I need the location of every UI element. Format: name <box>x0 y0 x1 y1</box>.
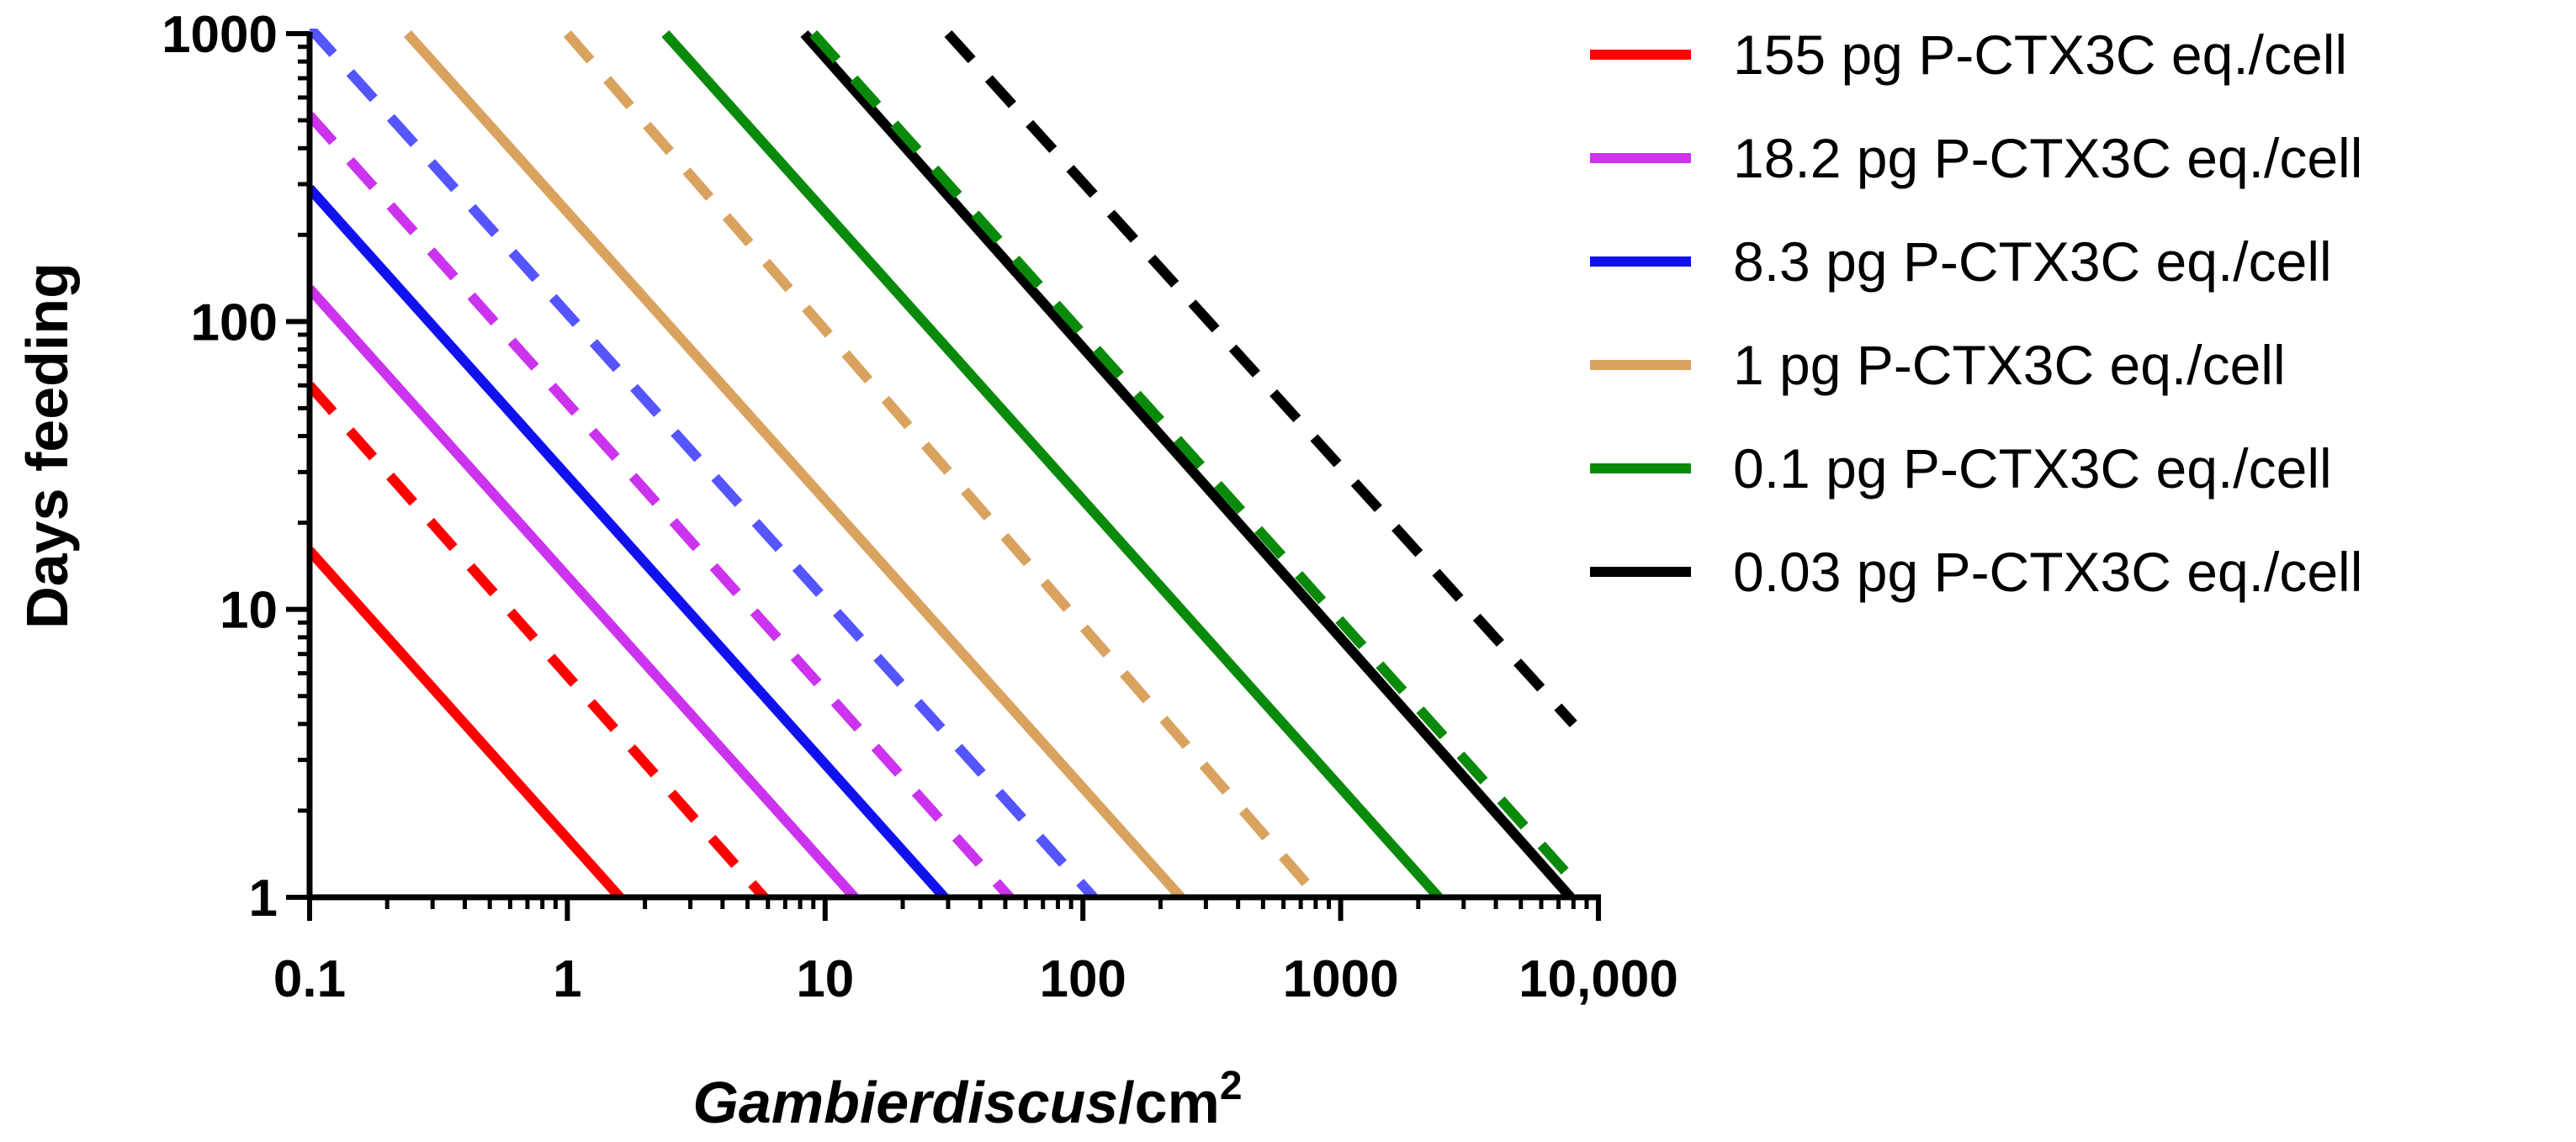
series-line-5-solid <box>310 184 948 897</box>
legend-label: 8.3 pg P-CTX3C eq./cell <box>1733 230 2332 293</box>
legend-label: 0.03 pg P-CTX3C eq./cell <box>1733 541 2362 603</box>
series-line-4-dashed <box>310 112 1014 897</box>
series-line-7-solid <box>404 29 1185 897</box>
axes-layer: 0.1 1 10 100 1000 10,000 1 10 100 1000 <box>162 6 1678 1008</box>
x-tick-label: 0.1 <box>273 950 346 1008</box>
x-axis-title: Gambierdiscus/cm2 <box>692 1064 1242 1135</box>
legend-label: 1 pg P-CTX3C eq./cell <box>1733 334 2286 396</box>
legend: 155 pg P-CTX3C eq./cell 18.2 pg P-CTX3C e… <box>1590 24 2362 603</box>
x-axis-title-unit: /cm <box>1118 1070 1220 1135</box>
legend-item: 8.3 pg P-CTX3C eq./cell <box>1590 230 2332 293</box>
x-axis-title-italic: Gambierdiscus <box>692 1070 1118 1135</box>
x-tick-label: 10,000 <box>1519 950 1678 1008</box>
series-line-1-solid <box>310 547 624 897</box>
legend-item: 18.2 pg P-CTX3C eq./cell <box>1590 127 2362 189</box>
series-layer <box>310 29 1582 897</box>
legend-item: 155 pg P-CTX3C eq./cell <box>1590 24 2347 86</box>
y-tick-label: 10 <box>220 582 278 640</box>
y-axis-title: Days feeding <box>14 262 80 629</box>
x-axis-title-sup: 2 <box>1220 1064 1243 1108</box>
series-line-2-dashed <box>310 382 768 897</box>
series-line-9-solid <box>661 29 1443 897</box>
x-tick-label: 10 <box>796 950 854 1008</box>
legend-item: 0.03 pg P-CTX3C eq./cell <box>1590 541 2362 603</box>
y-tick-label: 1 <box>249 870 278 928</box>
x-tick-label: 1 <box>553 950 581 1008</box>
legend-item: 0.1 pg P-CTX3C eq./cell <box>1590 437 2332 500</box>
legend-label: 155 pg P-CTX3C eq./cell <box>1733 24 2347 86</box>
legend-label: 0.1 pg P-CTX3C eq./cell <box>1733 437 2332 500</box>
series-line-12-dashed <box>944 29 1577 727</box>
x-tick-label: 1000 <box>1283 950 1399 1008</box>
series-line-8-dashed <box>563 30 1322 897</box>
series-line-6-dashed <box>310 29 1098 897</box>
y-tick-label: 100 <box>191 293 278 352</box>
series-line-11-dashed <box>809 29 1582 889</box>
x-tick-label: 100 <box>1039 950 1126 1008</box>
legend-item: 1 pg P-CTX3C eq./cell <box>1590 334 2286 396</box>
series-line-3-solid <box>310 285 859 897</box>
legend-label: 18.2 pg P-CTX3C eq./cell <box>1733 127 2362 189</box>
series-line-10-solid <box>800 30 1575 897</box>
y-tick-label: 1000 <box>162 6 278 64</box>
